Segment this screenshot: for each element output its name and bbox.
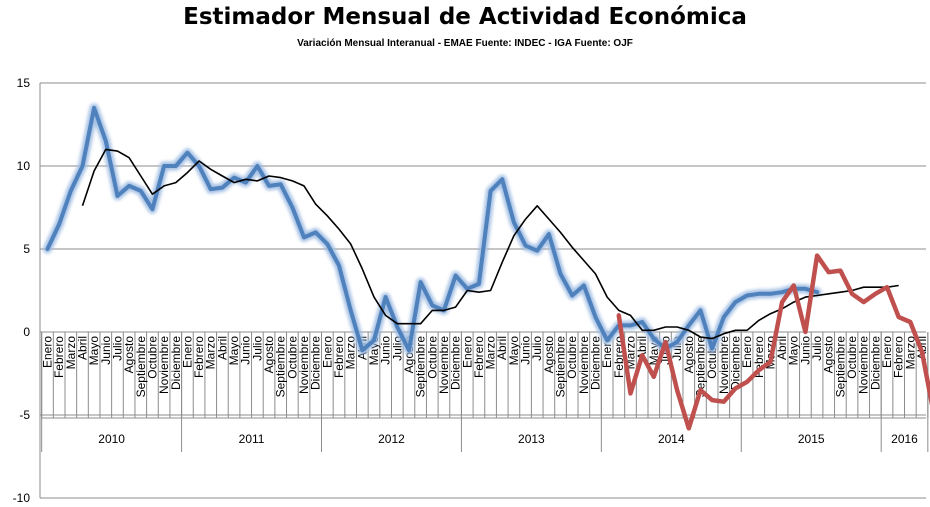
x-year-label: 2012 [378,432,405,446]
x-month-label: Diciembre [169,336,183,390]
x-month-label: Marzo [344,336,358,370]
x-month-label: Febrero [332,336,346,378]
x-month-label: Febrero [192,336,206,378]
x-month-label: Mayo [507,336,521,366]
series-line [45,105,820,353]
x-month-label: Diciembre [589,336,603,390]
y-tick-label: 15 [17,76,31,90]
x-month-label: Julio [530,336,544,361]
x-month-label: Marzo [204,336,218,370]
y-tick-label: -10 [13,491,31,505]
x-month-label: Agosto [262,336,276,374]
x-month-label: Julio [810,336,824,361]
x-month-label: Abril [495,336,509,360]
x-month-label: Mayo [787,336,801,366]
x-month-label: Enero [880,336,894,368]
x-month-label: Mayo [87,336,101,366]
x-month-label: Enero [600,336,614,368]
x-month-label: Septiembre [274,336,288,398]
x-year-label: 2014 [658,432,685,446]
x-month-label: Junio [239,336,253,365]
x-month-label: Abril [75,336,89,360]
x-month-label: Noviembre [437,336,451,394]
x-month-label: Mayo [227,336,241,366]
x-month-label: Noviembre [297,336,311,394]
x-month-label: Agosto [122,336,136,374]
x-month-label: Noviembre [157,336,171,394]
x-month-label: Julio [110,336,124,361]
x-year-label: 2016 [891,432,918,446]
x-year-label: 2015 [798,432,825,446]
x-axis: EneroFebreroMarzoAbrilMayoJunioJulioAgos… [41,332,929,452]
x-month-label: Enero [460,336,474,368]
x-month-label: Julio [250,336,264,361]
x-month-label: Enero [180,336,194,368]
x-year-label: 2013 [518,432,545,446]
x-year-label: 2010 [98,432,125,446]
x-year-label: 2011 [239,432,265,446]
x-month-label: Octubre [285,336,299,379]
x-month-label: Enero [740,336,754,368]
x-month-label: Septiembre [134,336,148,398]
x-month-label: Agosto [822,336,836,374]
y-axis-ticks: -10 -5 0 5 10 15 [13,76,31,505]
x-month-label: Diciembre [309,336,323,390]
x-month-label: Febrero [52,336,66,378]
x-month-label: Junio [379,336,393,365]
x-month-label: Noviembre [717,336,731,394]
series-line [616,253,930,431]
x-month-label: Septiembre [833,336,847,398]
x-month-label: Enero [41,336,55,368]
x-month-label: Abril [215,336,229,360]
x-month-label: Abril [635,336,649,360]
x-month-label: Diciembre [868,336,882,390]
x-month-label: Diciembre [449,336,463,390]
x-month-label: Septiembre [414,336,428,398]
x-month-label: Junio [798,336,812,365]
x-month-label: Octubre [565,336,579,379]
x-month-label: Noviembre [857,336,871,394]
y-tick-label: 0 [23,325,30,339]
x-month-label: Marzo [484,336,498,370]
y-tick-label: 5 [23,242,30,256]
x-month-label: Marzo [64,336,78,370]
x-month-label: Enero [320,336,334,368]
x-month-label: Septiembre [554,336,568,398]
x-month-label: Octubre [845,336,859,379]
series-lines [43,103,930,431]
x-month-label: Junio [519,336,533,365]
x-month-label: Octubre [145,336,159,379]
x-month-label: Octubre [425,336,439,379]
chart-subtitle: Variación Mensual Interanual - EMAE Fuen… [297,38,633,49]
y-tick-label: 10 [17,159,31,173]
x-month-label: Junio [99,336,113,365]
series-line [81,148,899,340]
x-month-label: Noviembre [577,336,591,394]
x-month-label: Marzo [903,336,917,370]
x-month-label: Diciembre [728,336,742,390]
chart-title: Estimador Mensual de Actividad Económica [183,4,747,30]
x-month-label: Febrero [472,336,486,378]
x-month-label: Agosto [542,336,556,374]
y-tick-label: -5 [19,408,30,422]
x-month-label: Septiembre [693,336,707,398]
x-month-label: Abril [775,336,789,360]
x-month-label: Febrero [892,336,906,378]
x-month-label: Agosto [682,336,696,374]
